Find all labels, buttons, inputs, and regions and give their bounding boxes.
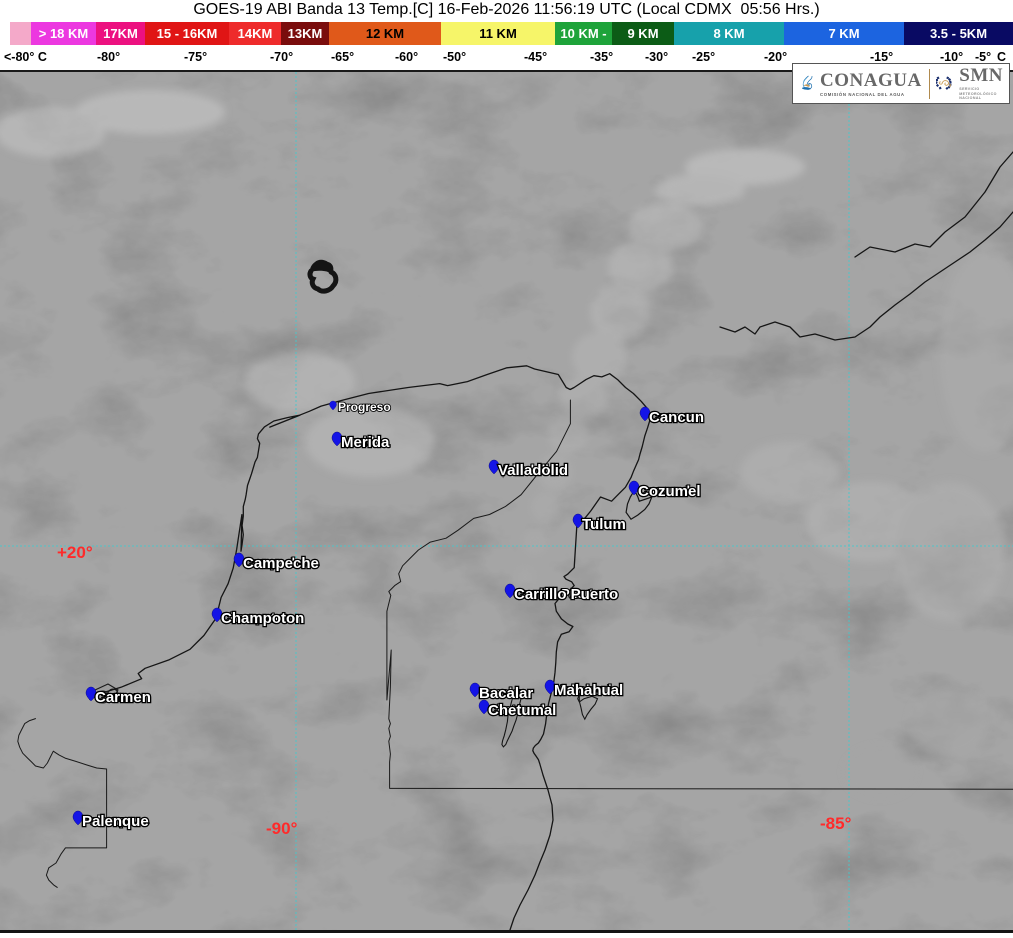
svg-text:Campeche: Campeche bbox=[243, 555, 319, 572]
svg-text:Cozumel: Cozumel bbox=[638, 483, 701, 500]
svg-text:Tulum: Tulum bbox=[582, 516, 626, 533]
svg-text:Merida: Merida bbox=[341, 434, 390, 451]
svg-text:-85°: -85° bbox=[820, 814, 852, 833]
svg-text:Cancun: Cancun bbox=[649, 409, 704, 426]
svg-text:Bacalar: Bacalar bbox=[479, 685, 533, 702]
svg-text:Carmen: Carmen bbox=[95, 689, 151, 706]
svg-text:Champoton: Champoton bbox=[221, 610, 304, 627]
svg-text:Valladolid: Valladolid bbox=[498, 462, 568, 479]
svg-text:Carrillo Puerto: Carrillo Puerto bbox=[514, 586, 618, 603]
svg-text:Palenque: Palenque bbox=[82, 813, 149, 830]
svg-text:Progreso: Progreso bbox=[338, 400, 391, 414]
svg-text:-90°: -90° bbox=[266, 819, 298, 838]
svg-text:+20°: +20° bbox=[57, 543, 93, 562]
svg-text:Mahahual: Mahahual bbox=[554, 682, 623, 699]
svg-text:Chetumal: Chetumal bbox=[488, 702, 556, 719]
